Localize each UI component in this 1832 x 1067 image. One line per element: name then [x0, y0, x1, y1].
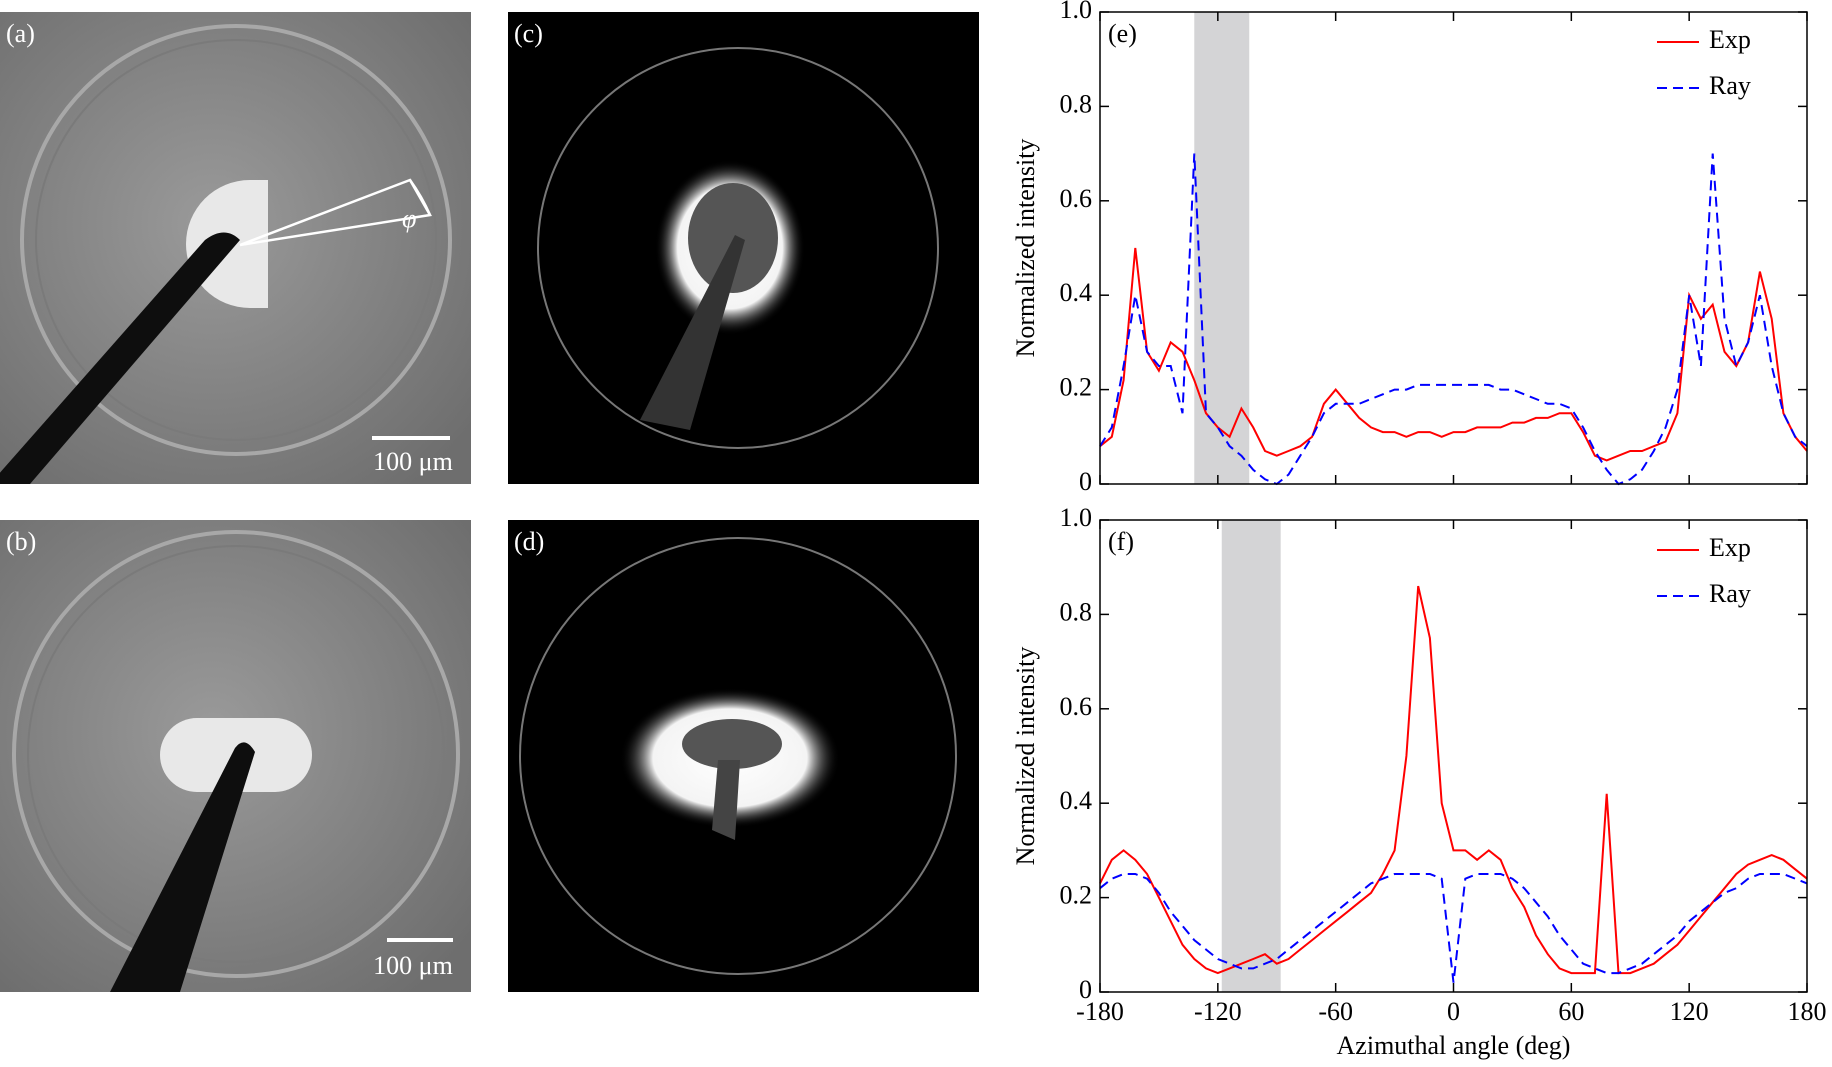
data-line — [1099, 153, 1808, 486]
scale-label: 100 μm — [373, 447, 453, 476]
y-axis-label: Normalized intensity — [1011, 139, 1040, 358]
y-tick-label: 0.4 — [1060, 786, 1093, 815]
legend-label: Ray — [1709, 579, 1751, 608]
y-tick-label: 0 — [1079, 467, 1092, 496]
legend-label: Exp — [1709, 533, 1751, 562]
panel-label: (c) — [514, 19, 543, 48]
photo-b: (b) 100 μm — [0, 520, 471, 992]
y-tick-label: 0.8 — [1060, 89, 1093, 118]
panel-label: (d) — [514, 527, 544, 556]
scale-label: 100 μm — [373, 951, 453, 980]
x-tick-label: -60 — [1318, 997, 1353, 1026]
legend-label: Exp — [1709, 25, 1751, 54]
shaded-region — [1194, 12, 1250, 484]
shaded-region — [1221, 520, 1281, 992]
x-tick-label: 120 — [1670, 997, 1709, 1026]
x-tick-label: 60 — [1558, 997, 1584, 1026]
x-axis-label: Azimuthal angle (deg) — [1337, 1031, 1571, 1060]
panel-label: (b) — [6, 527, 36, 556]
panel-label: (e) — [1108, 19, 1137, 48]
y-tick-label: 1.0 — [1060, 0, 1093, 24]
angle-label: φ — [402, 204, 416, 233]
y-axis-label: Normalized intensity — [1011, 647, 1040, 866]
y-tick-label: 0.2 — [1060, 373, 1093, 402]
y-tick-label: 0.6 — [1060, 692, 1093, 721]
panel-label: (a) — [6, 19, 35, 48]
y-tick-label: 0 — [1079, 975, 1092, 1004]
photo-d: (d) — [508, 520, 979, 992]
y-tick-label: 1.0 — [1060, 503, 1093, 532]
x-tick-label: 180 — [1788, 997, 1827, 1026]
data-line — [1099, 585, 1808, 975]
x-tick-label: 0 — [1447, 997, 1460, 1026]
x-tick-label: -180 — [1076, 997, 1124, 1026]
photo-a: φ (a) 100 μm — [0, 12, 471, 484]
photo-c: (c) — [508, 12, 979, 484]
y-tick-label: 0.6 — [1060, 184, 1093, 213]
data-line — [1099, 873, 1808, 983]
panel-label: (f) — [1108, 527, 1134, 556]
y-tick-label: 0.2 — [1060, 881, 1093, 910]
y-tick-label: 0.8 — [1060, 597, 1093, 626]
plot-frame — [1099, 519, 1808, 993]
x-tick-label: -120 — [1194, 997, 1242, 1026]
y-tick-label: 0.4 — [1060, 278, 1093, 307]
legend-label: Ray — [1709, 71, 1751, 100]
